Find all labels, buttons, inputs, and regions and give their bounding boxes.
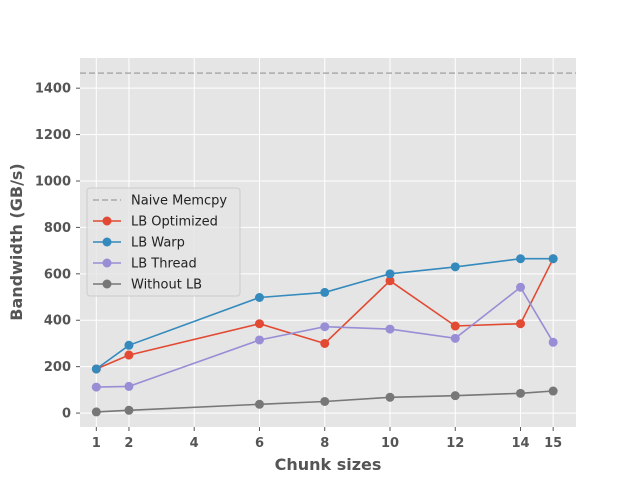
legend-label: Naive Memcpy xyxy=(131,194,227,209)
y-tick-label: 0 xyxy=(62,407,71,422)
series-line xyxy=(95,258,554,370)
legend-swatch-marker xyxy=(102,237,112,247)
x-tick-label: 8 xyxy=(320,436,329,451)
legend-swatch-marker xyxy=(102,258,112,268)
x-axis-label: Chunk sizes xyxy=(275,455,382,474)
x-tick-label: 1 xyxy=(92,436,101,451)
data-point xyxy=(124,340,134,350)
series-line xyxy=(95,257,554,370)
x-tick-label: 6 xyxy=(255,436,264,451)
data-point xyxy=(254,319,264,329)
data-point xyxy=(124,381,134,391)
data-point xyxy=(548,386,558,396)
y-tick-label: 1400 xyxy=(35,82,71,97)
legend-swatch-marker xyxy=(102,216,112,226)
data-point xyxy=(548,337,558,347)
legend-label: Without LB xyxy=(131,278,202,293)
x-ticks: 1 2 4 6 8 10 12 14 15 xyxy=(92,427,562,451)
x-tick-label: 4 xyxy=(190,436,199,451)
series-without-lb xyxy=(91,386,558,417)
y-tick-label: 800 xyxy=(44,221,71,236)
data-point xyxy=(91,364,101,374)
data-point xyxy=(385,276,395,286)
data-point xyxy=(385,392,395,402)
data-point xyxy=(254,399,264,409)
data-point xyxy=(385,324,395,334)
y-axis-label: Bandwidth (GB/s) xyxy=(7,163,26,320)
data-point xyxy=(320,338,330,348)
data-point xyxy=(450,321,460,331)
y-tick-label: 1200 xyxy=(35,128,71,143)
data-point xyxy=(91,382,101,392)
series-group xyxy=(91,254,558,417)
y-ticks: 0 200 400 600 800 1000 1200 1400 xyxy=(35,82,80,422)
y-tick-label: 200 xyxy=(44,360,71,375)
x-tick-label: 14 xyxy=(511,436,529,451)
legend-swatch-marker xyxy=(102,279,112,289)
series-line xyxy=(96,286,554,388)
y-tick-label: 1000 xyxy=(35,175,71,190)
data-point xyxy=(124,350,134,360)
data-point xyxy=(320,287,330,297)
data-point xyxy=(516,282,526,292)
y-tick-label: 400 xyxy=(44,314,71,329)
x-tick-label: 2 xyxy=(124,436,133,451)
legend: Naive Memcpy LB Optimized LB Warp LB Thread… xyxy=(86,187,241,297)
legend-label: LB Optimized xyxy=(131,215,218,230)
data-point xyxy=(254,293,264,303)
legend-box xyxy=(86,187,241,297)
x-tick-label: 12 xyxy=(446,436,464,451)
data-point xyxy=(385,269,395,279)
data-point xyxy=(320,322,330,332)
grid xyxy=(80,58,576,427)
data-point xyxy=(516,254,526,264)
legend-label: LB Thread xyxy=(131,257,197,272)
data-point xyxy=(450,391,460,401)
series-lb-warp xyxy=(91,254,558,374)
data-point xyxy=(450,262,460,272)
data-point xyxy=(450,333,460,343)
legend-label: LB Warp xyxy=(131,236,185,251)
x-tick-label: 15 xyxy=(544,436,562,451)
series-line xyxy=(96,390,554,413)
series-lb-thread xyxy=(91,282,558,392)
data-point xyxy=(548,254,558,264)
x-tick-label: 10 xyxy=(381,436,399,451)
data-point xyxy=(124,405,134,415)
data-point xyxy=(516,388,526,398)
y-tick-label: 600 xyxy=(44,267,71,282)
data-point xyxy=(320,396,330,406)
data-point xyxy=(91,407,101,417)
data-point xyxy=(516,319,526,329)
data-point xyxy=(254,335,264,345)
